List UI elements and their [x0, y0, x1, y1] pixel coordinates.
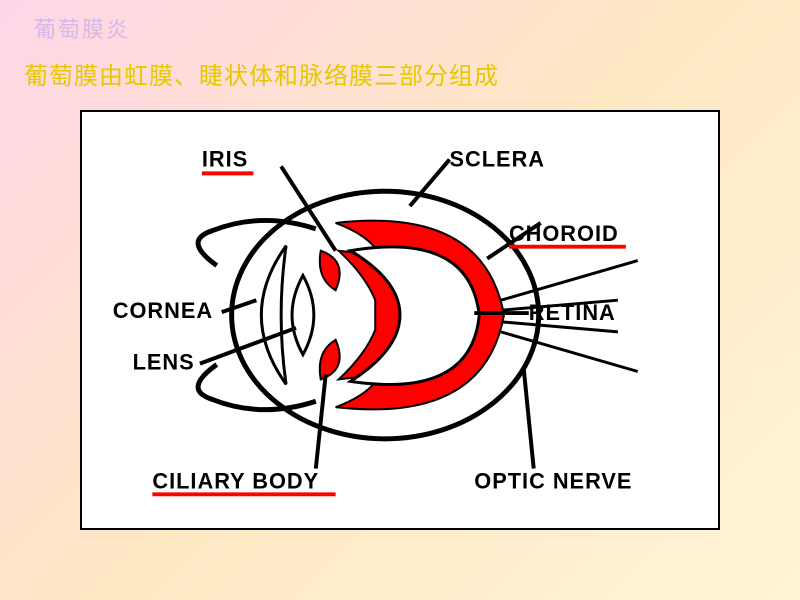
label-iris: IRIS — [202, 146, 248, 171]
label-cornea: CORNEA — [113, 298, 213, 323]
label-choroid: CHOROID — [509, 221, 619, 246]
label-optic_nerve: OPTIC NERVE — [474, 468, 632, 493]
label-lens: LENS — [133, 350, 195, 375]
leader-lines-group — [200, 160, 541, 469]
slide-title: 葡萄膜炎 — [34, 12, 130, 44]
eye-diagram: IRIS SCLERA CHOROID CORNEA RETINA LENS CILIARY… — [80, 110, 720, 530]
label-ciliary_body: CILIARY BODY — [152, 468, 319, 493]
slide-subtitle: 葡萄膜由虹膜、睫状体和脉络膜三部分组成 — [24, 56, 499, 91]
label-retina: RETINA — [529, 300, 616, 325]
labels-group: IRIS SCLERA CHOROID CORNEA RETINA LENS CILIARY… — [113, 146, 633, 494]
label-sclera: SCLERA — [450, 146, 545, 171]
eye-svg: IRIS SCLERA CHOROID CORNEA RETINA LENS CILIARY… — [82, 112, 718, 528]
